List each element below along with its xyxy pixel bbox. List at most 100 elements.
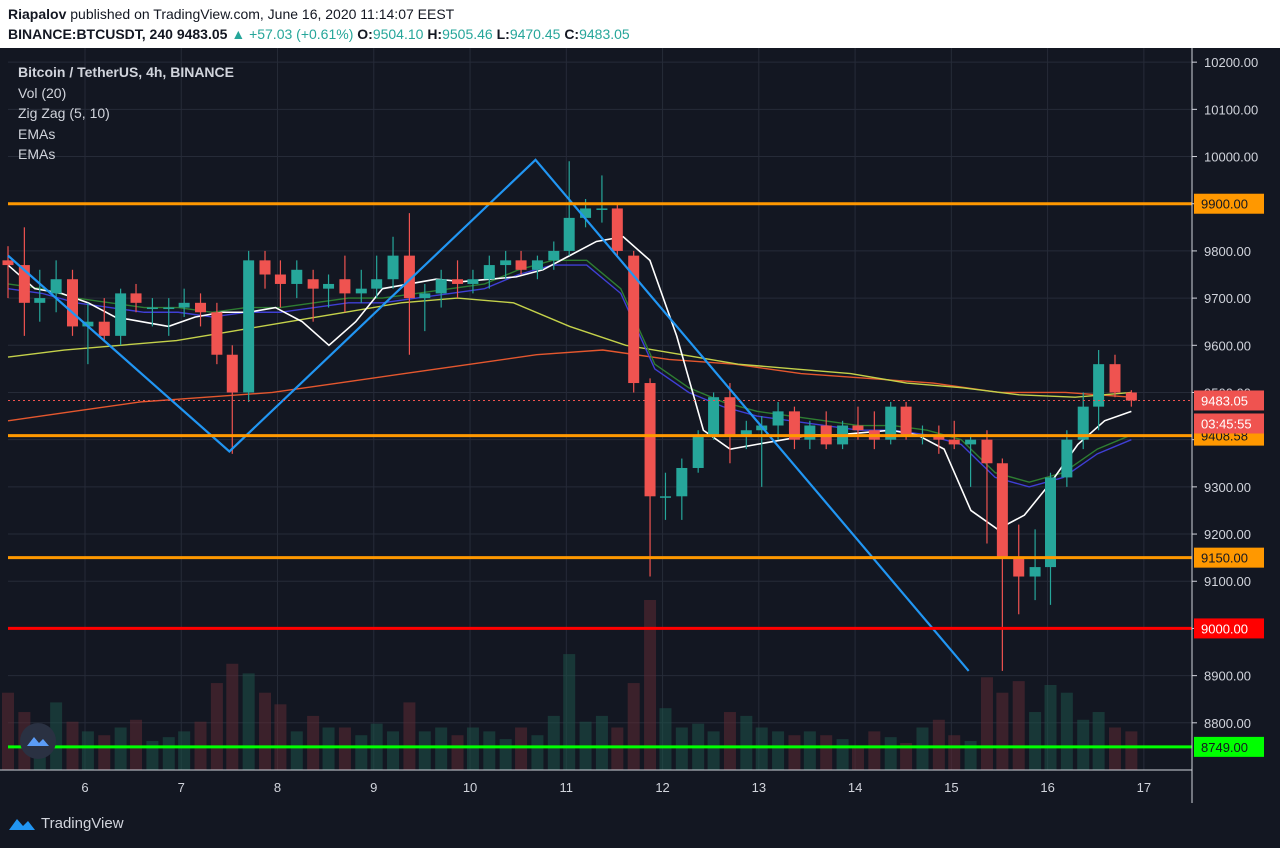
candle-body <box>708 397 720 435</box>
volume-bar <box>162 737 175 770</box>
level-badge: 9000.00 <box>1201 621 1248 636</box>
high-label: H: <box>427 26 443 42</box>
candle-body <box>339 279 351 294</box>
published-text: published on TradingView.com, June 16, 2… <box>66 6 455 22</box>
y-tick-label: 9600.00 <box>1204 338 1251 353</box>
volume-bar <box>483 731 496 770</box>
legend-volume[interactable]: Vol (20) <box>18 84 67 101</box>
candle-body <box>676 467 688 497</box>
candle-body <box>1013 557 1025 577</box>
volume-bar <box>130 719 143 770</box>
candle-body <box>948 439 960 445</box>
close-label: C: <box>564 26 580 42</box>
volume-bar <box>803 731 816 770</box>
volume-bar <box>98 735 111 770</box>
x-tick-label: 11 <box>560 780 574 795</box>
candle-body <box>596 208 608 210</box>
volume-bar <box>2 692 14 770</box>
x-tick-label: 12 <box>655 780 669 795</box>
candle-body <box>1044 477 1056 568</box>
volume-bar <box>675 727 688 770</box>
volume-bar <box>307 715 320 770</box>
candle-body <box>18 265 30 303</box>
y-tick-label: 9200.00 <box>1204 527 1251 542</box>
candle-body <box>435 279 447 294</box>
candle-body <box>563 217 575 251</box>
x-tick-label: 10 <box>463 780 477 795</box>
ema-100-line <box>7 297 1132 398</box>
volume-bar <box>403 702 416 770</box>
candle-body <box>515 260 527 270</box>
volume-bar <box>1092 712 1105 770</box>
volume-bar <box>338 727 351 770</box>
volume-bar <box>322 727 335 770</box>
legend-title[interactable]: Bitcoin / TetherUS, 4h, BINANCE <box>18 64 234 80</box>
volume-bar <box>515 727 528 770</box>
legend-zigzag[interactable]: Zig Zag (5, 10) <box>18 105 110 121</box>
x-tick-label: 14 <box>848 780 862 795</box>
volume-bar <box>466 727 479 770</box>
volume-bar <box>884 737 897 770</box>
volume-bar <box>996 692 1009 770</box>
candle-body <box>900 406 912 435</box>
volume-bar <box>1077 719 1090 770</box>
level-badge-bg <box>1194 736 1264 757</box>
candle-body <box>531 260 543 270</box>
candle-body <box>1109 364 1121 393</box>
y-tick-label: 9300.00 <box>1204 480 1251 495</box>
legend-emas-2[interactable]: EMAs <box>18 146 56 162</box>
volume-bar <box>1044 685 1057 770</box>
candle-body <box>933 434 945 440</box>
last-price: 9483.05 <box>176 26 228 42</box>
y-tick-label: 10100.00 <box>1204 102 1258 117</box>
candle-body <box>307 279 319 289</box>
volume-bar <box>1125 731 1138 770</box>
candle-body <box>1093 364 1105 407</box>
candle-body <box>259 260 271 275</box>
level-badge-bg <box>1194 193 1264 214</box>
price-chart[interactable]: 10200.0010100.0010000.009900.009800.0097… <box>0 48 1280 803</box>
volume-bar <box>531 735 544 770</box>
candle-body <box>323 283 335 289</box>
candle-body <box>371 279 383 289</box>
candle-body <box>98 321 110 336</box>
low-label: L: <box>496 26 510 42</box>
tradingview-brand[interactable]: TradingView <box>8 815 124 832</box>
author-name[interactable]: Riapalov <box>8 6 67 22</box>
candle-body <box>483 265 495 280</box>
candle-body <box>885 406 897 440</box>
symbol-ohlc-line: BINANCE:BTCUSDT, 240 9483.05 ▲ +57.03 (+… <box>8 26 630 42</box>
volume-bar <box>114 727 127 770</box>
legend-emas-1[interactable]: EMAs <box>18 125 56 142</box>
volume-bar <box>948 735 961 770</box>
candle-body <box>1061 439 1073 478</box>
y-tick-label: 9800.00 <box>1204 244 1251 259</box>
candle-body <box>291 269 303 284</box>
candle-body <box>146 307 158 310</box>
candle-body <box>852 425 864 431</box>
volume-bar <box>836 739 849 770</box>
candle-body <box>628 255 640 384</box>
volume-bar <box>788 735 801 770</box>
tradingview-logo-icon <box>9 818 35 830</box>
y-tick-label: 8900.00 <box>1204 669 1251 684</box>
volume-bar <box>50 702 63 770</box>
candle-body <box>644 383 656 497</box>
candle-body <box>467 279 479 284</box>
candle-body <box>500 260 512 266</box>
change-arrow-icon: ▲ <box>231 26 246 42</box>
candle-body <box>226 354 238 393</box>
candle-body <box>243 260 255 393</box>
candle-body <box>66 279 78 327</box>
candle-body <box>1125 392 1137 401</box>
volume-bar <box>1029 712 1042 770</box>
volume-bar <box>387 731 400 770</box>
countdown-badge-bg <box>1194 413 1264 434</box>
volume-bar <box>868 731 881 770</box>
volume-bar <box>964 741 977 770</box>
candle-body <box>659 496 671 498</box>
brand-name: TradingView <box>41 815 124 832</box>
volume-bar <box>178 731 191 770</box>
candle-body <box>50 279 62 294</box>
volume-bar <box>900 742 913 770</box>
